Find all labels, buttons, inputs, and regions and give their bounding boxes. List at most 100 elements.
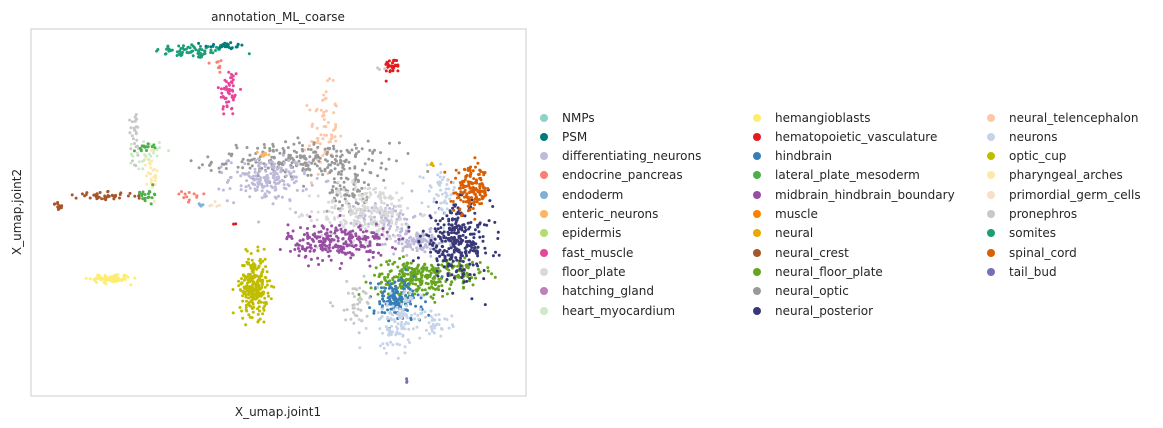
data-point-neural_optic <box>278 161 282 165</box>
data-point-neural_floor_plate <box>424 266 428 270</box>
data-point-midbrain_hindbrain_boundary <box>377 251 380 255</box>
data-point-neural_optic <box>317 155 321 159</box>
data-point-neurons <box>446 178 450 182</box>
data-point-midbrain_hindbrain_boundary <box>401 237 405 241</box>
data-point-neural_optic <box>270 155 274 159</box>
data-point-neural_telencephalon <box>324 109 328 113</box>
data-point-pharyngeal_arches <box>150 159 154 163</box>
data-point-neural_floor_plate <box>396 275 400 279</box>
data-point-fast_muscle <box>222 95 226 99</box>
data-point-neurons <box>411 327 415 331</box>
data-point-neural_posterior <box>433 227 437 231</box>
data-point-PSM <box>229 41 233 45</box>
data-point-neural_posterior <box>452 231 456 235</box>
data-point-neural_telencephalon <box>333 135 337 139</box>
data-point-differentiating_neurons <box>292 170 296 173</box>
data-point-floor_plate <box>297 215 301 219</box>
data-point-neural_posterior <box>455 218 459 222</box>
data-point-neural_floor_plate <box>414 278 418 282</box>
data-point-spinal_cord <box>454 191 458 195</box>
data-point-somites <box>180 53 184 57</box>
data-point-neural_posterior <box>459 227 462 231</box>
data-point-neural_optic <box>350 148 354 152</box>
data-point-neural_optic <box>304 161 308 165</box>
legend-label: endocrine_pancreas <box>562 168 683 183</box>
data-point-differentiating_neurons <box>293 160 297 164</box>
data-point-primordial_germ_cells <box>218 203 222 207</box>
data-point-neurons <box>438 180 442 184</box>
data-point-optic_cup <box>251 271 255 275</box>
data-point-fast_muscle <box>230 106 234 110</box>
data-point-neural_posterior <box>447 238 451 242</box>
data-point-hindbrain <box>380 310 384 314</box>
data-point-neural_optic <box>310 161 314 165</box>
legend-item-floor_plate: floor_plate <box>540 262 626 281</box>
data-point-differentiating_neurons <box>228 187 232 191</box>
legend-label: primordial_germ_cells <box>1009 187 1141 202</box>
data-point-neural_floor_plate <box>401 255 405 259</box>
data-point-neural_telencephalon <box>316 172 320 176</box>
data-point-floor_plate <box>344 201 348 205</box>
data-point-neural_optic <box>292 158 296 162</box>
data-point-neural_optic <box>307 167 311 171</box>
data-point-midbrain_hindbrain_boundary <box>341 230 345 234</box>
data-point-somites <box>155 49 159 53</box>
data-point-floor_plate <box>354 215 358 219</box>
data-point-midbrain_hindbrain_boundary <box>300 245 304 248</box>
data-point-spinal_cord <box>474 165 477 169</box>
data-point-neural_optic <box>284 140 288 144</box>
data-point-floor_plate <box>401 181 405 185</box>
data-point-midbrain_hindbrain_boundary <box>334 226 338 230</box>
data-point-neural_telencephalon <box>326 121 330 124</box>
data-point-hindbrain <box>411 293 414 297</box>
data-point-midbrain_hindbrain_boundary <box>339 249 343 252</box>
data-point-floor_plate <box>326 217 330 221</box>
data-point-differentiating_neurons <box>354 222 358 226</box>
data-point-somites <box>185 51 189 54</box>
data-point-neural_optic <box>388 141 391 145</box>
data-point-somites <box>214 49 217 52</box>
data-point-floor_plate <box>288 207 292 211</box>
data-point-midbrain_hindbrain_boundary <box>293 248 297 251</box>
data-point-optic_cup <box>244 308 248 312</box>
data-point-floor_plate <box>330 205 334 209</box>
data-point-neural_optic <box>320 169 323 173</box>
data-point-neural_telencephalon <box>322 93 326 97</box>
data-point-neural_optic <box>376 174 380 178</box>
data-point-neural_optic <box>352 195 356 199</box>
data-point-floor_plate <box>307 194 311 198</box>
legend-label: neural_crest <box>775 245 849 260</box>
data-point-spinal_cord <box>457 171 461 175</box>
data-point-neurons <box>404 304 408 308</box>
data-point-neural_floor_plate <box>406 272 410 276</box>
data-point-neural_posterior <box>450 231 453 235</box>
data-point-midbrain_hindbrain_boundary <box>371 235 375 238</box>
data-point-spinal_cord <box>469 186 473 190</box>
data-point-differentiating_neurons <box>295 188 299 192</box>
data-point-neural_floor_plate <box>419 282 423 286</box>
data-point-heart_myocardium <box>149 154 153 158</box>
data-point-neural_floor_plate <box>433 300 437 304</box>
data-point-somites <box>198 51 202 55</box>
data-point-somites <box>203 49 207 53</box>
data-point-somites <box>170 48 174 52</box>
data-point-neural_posterior <box>417 240 421 244</box>
data-point-floor_plate <box>364 207 368 210</box>
data-point-neural_optic <box>367 157 371 161</box>
data-point-lateral_plate_mesoderm <box>148 190 152 194</box>
data-point-hematopoietic_vasculature <box>391 69 395 73</box>
data-point-pharyngeal_arches <box>153 179 157 183</box>
data-point-differentiating_neurons <box>275 172 279 176</box>
data-point-somites <box>164 52 168 56</box>
data-point-hematopoietic_vasculature <box>384 69 388 73</box>
data-point-neural_posterior <box>497 253 501 257</box>
data-point-hindbrain <box>395 299 399 302</box>
data-point-neural_optic <box>331 185 335 188</box>
data-point-heart_myocardium <box>135 151 139 155</box>
data-point-neurons <box>382 346 386 350</box>
data-point-neurons <box>433 211 437 215</box>
data-point-neural_optic <box>313 162 317 166</box>
data-point-optic_cup <box>256 307 259 311</box>
data-point-floor_plate <box>360 194 364 198</box>
data-point-neural_crest <box>57 207 61 210</box>
